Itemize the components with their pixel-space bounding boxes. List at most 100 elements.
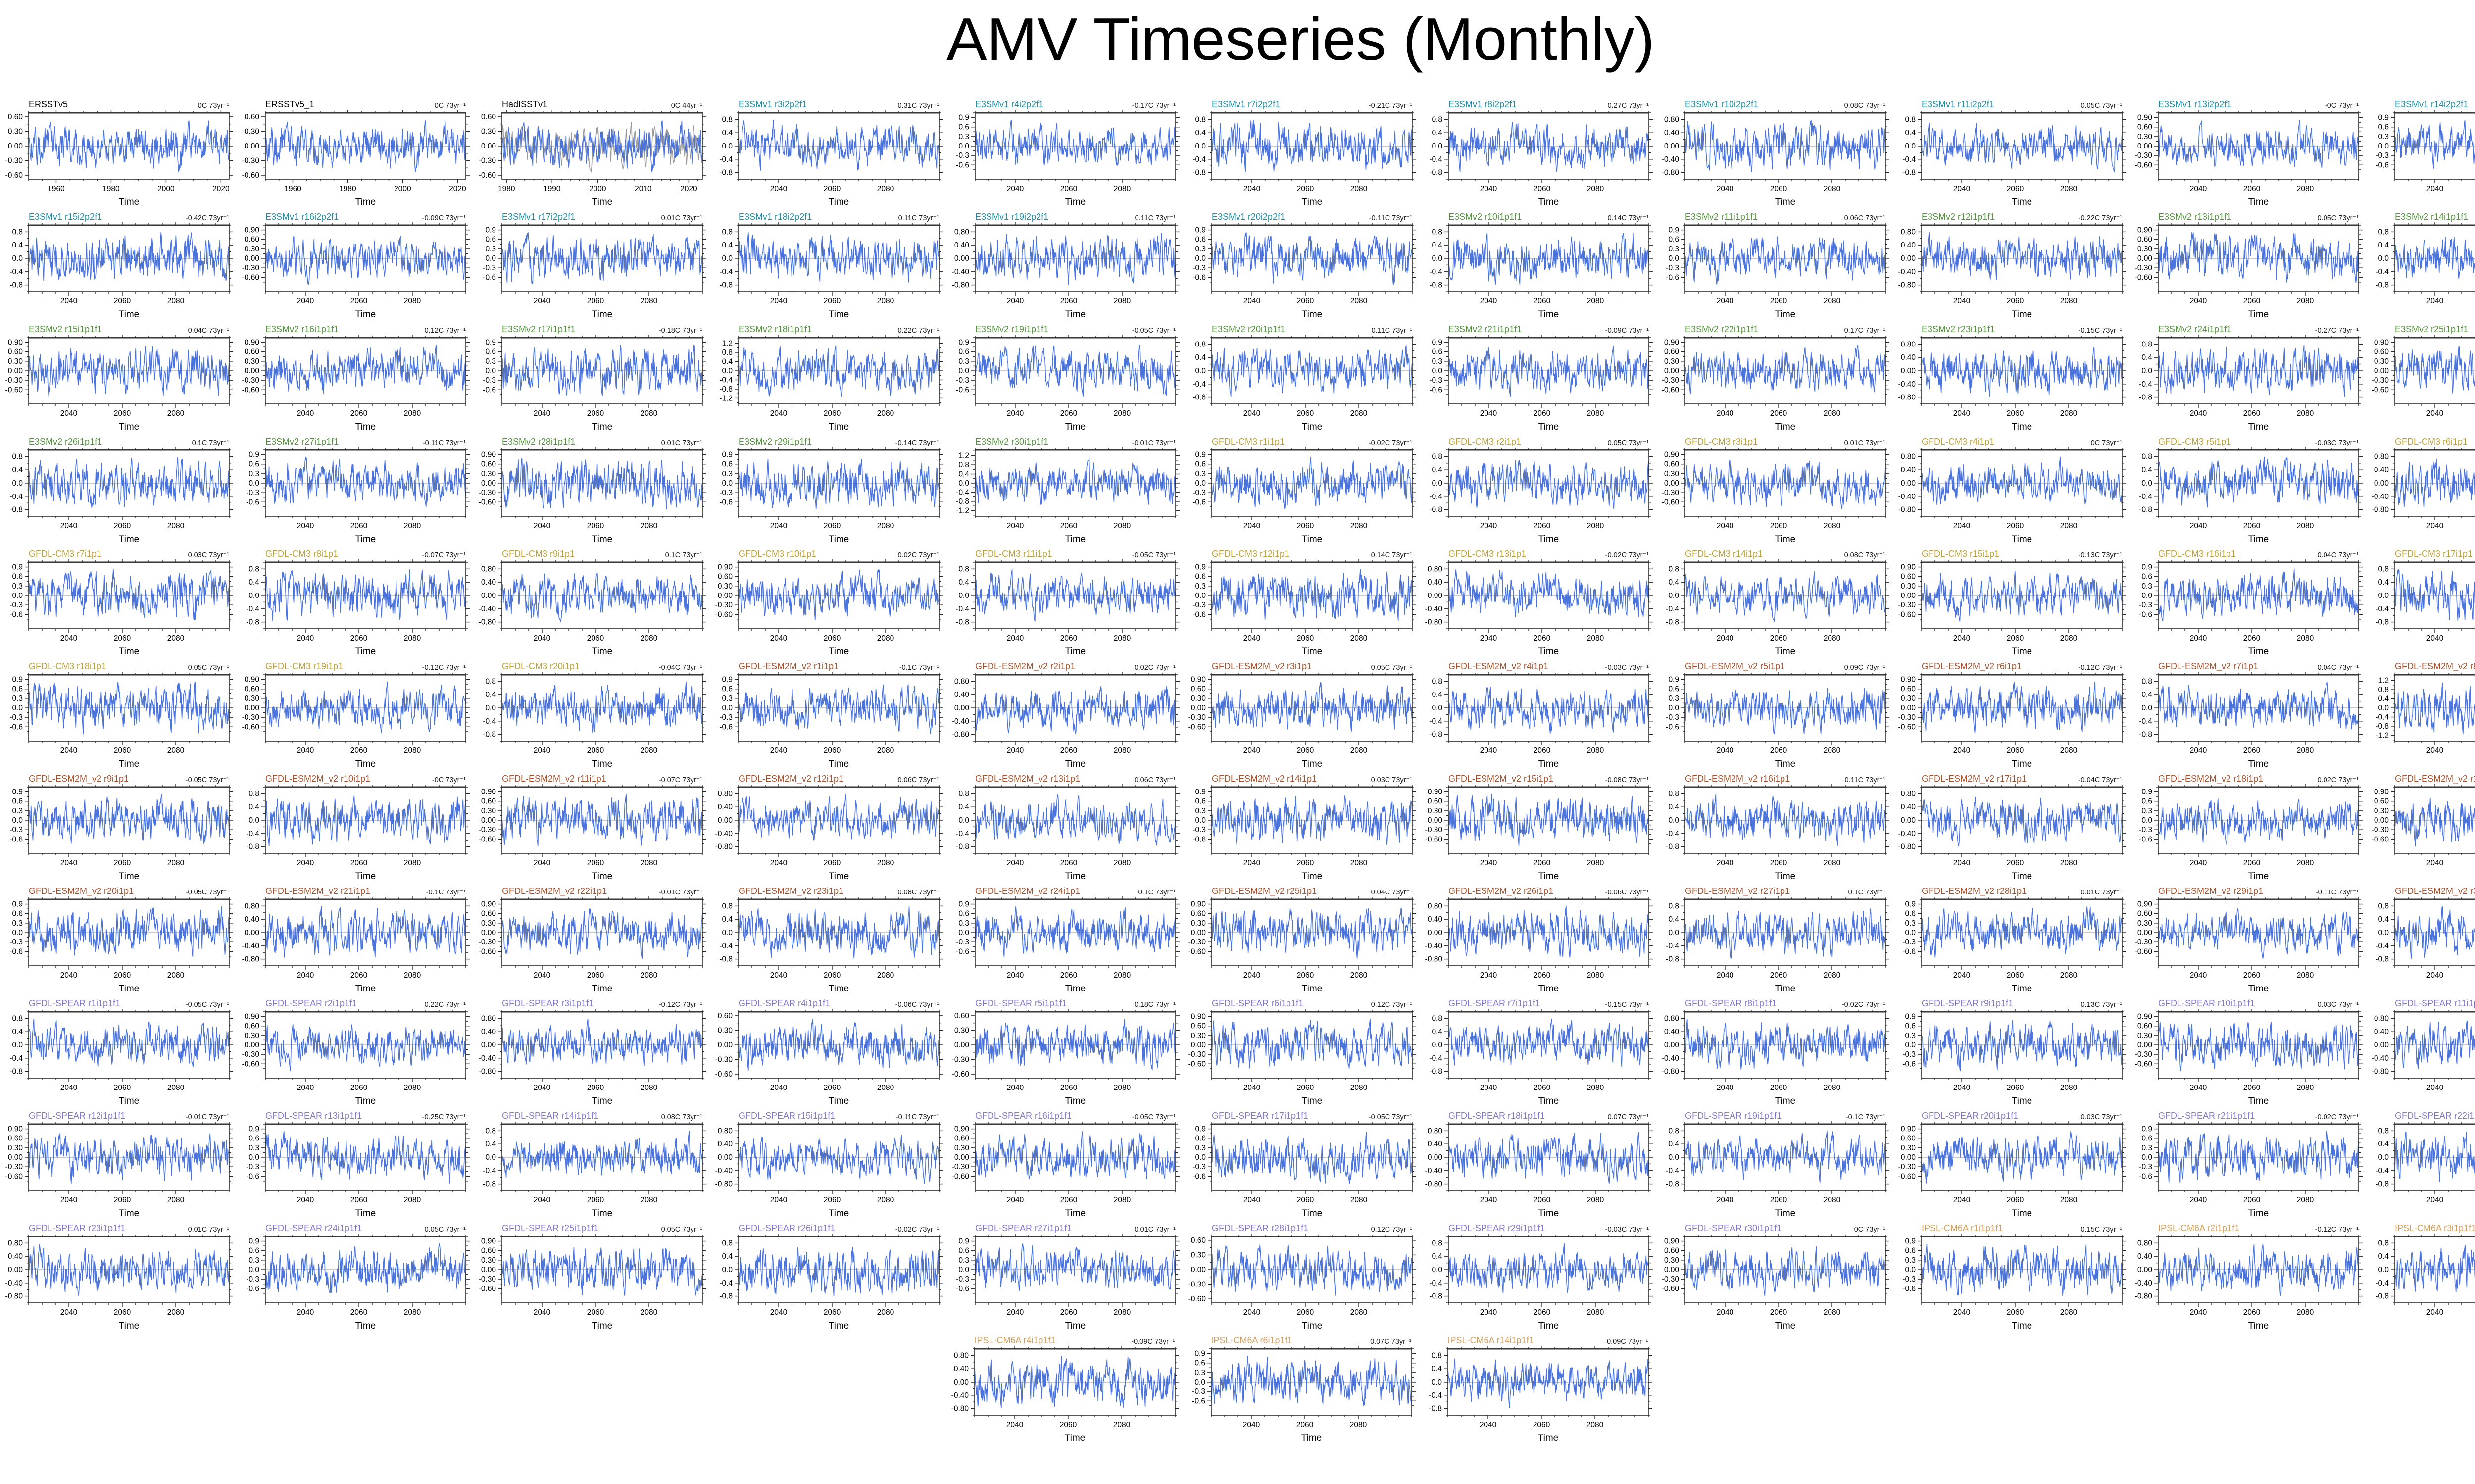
time-axis-label: Time	[2248, 871, 2269, 882]
timeseries-panel: GFDL-ESM2M_v2 r7i1p1 0.04C 73yr⁻¹ 2040 2060…	[2129, 659, 2366, 771]
trend-label: 0.03C 73yr⁻¹	[2080, 1113, 2122, 1121]
timeseries-line	[501, 120, 703, 172]
panel-header: GFDL-CM3 r6i1p10.18C 73yr⁻¹	[2366, 434, 2475, 447]
y-tick-label: 0.0	[1195, 367, 1206, 375]
panel-title: GFDL-CM3 r8i1p1	[265, 548, 339, 559]
y-tick-label: -0.8	[246, 618, 259, 626]
panel-header: E3SMv1 r10i2p2f1 0.08C 73yr⁻¹	[1656, 97, 1893, 110]
y-tick-label: 0.00	[481, 929, 496, 937]
trend-label: 0.17C 73yr⁻¹	[1844, 326, 1885, 335]
y-tick-label: 0.0	[2141, 592, 2152, 600]
time-axis-label: Time	[1775, 1208, 1796, 1219]
time-axis-label: Time	[592, 759, 613, 769]
y-tick-label: -0.8	[719, 385, 733, 394]
timeseries-panel: GFDL-CM3 r20i1p1 -0.04C 73yr⁻¹ 2040 2060 208…	[473, 659, 710, 771]
y-tick-label: -0.80	[952, 281, 970, 289]
trend-label: 0.01C 73yr⁻¹	[188, 1225, 229, 1234]
y-tick-label: -0.80	[1662, 1067, 1680, 1076]
y-tick-label: 0.00	[2137, 1266, 2153, 1274]
x-tick-label: 2040	[1953, 746, 1971, 755]
y-tick-label: 0.8	[2378, 1127, 2389, 1135]
trend-label: -0.02C 73yr⁻¹	[2315, 1113, 2359, 1121]
y-tick-label: 0.40	[2137, 1252, 2153, 1261]
panel-header: GFDL-ESM2M_v2 r3i1p1 0.05C 73yr⁻¹	[1183, 659, 1420, 672]
trend-label: -0.05C 73yr⁻¹	[185, 776, 229, 784]
panel-header: E3SMv1 r16i2p2f1 -0.09C 73yr⁻¹	[237, 209, 473, 222]
x-tick-label: 2040	[1243, 522, 1261, 530]
trend-label: -0.15C 73yr⁻¹	[2078, 326, 2122, 335]
timeseries-line	[1211, 1244, 1413, 1296]
y-tick-label: -0.3	[246, 1275, 259, 1284]
trend-label: 0.06C 73yr⁻¹	[1844, 214, 1885, 222]
y-tick-label: -0.30	[715, 1055, 733, 1064]
y-tick-label: -0.4	[1429, 1054, 1442, 1063]
timeseries-line	[975, 906, 1176, 957]
x-tick-label: 2060	[1534, 185, 1551, 193]
time-axis-label: Time	[1538, 1208, 1559, 1219]
timeseries-panel: E3SMv2 r19i1p1f1 -0.05C 73yr⁻¹ 2040 2060 208…	[946, 322, 1183, 434]
y-tick-label: 0.60	[2137, 909, 2153, 918]
panel-title: E3SMv2 r20i1p1f1	[1212, 324, 1286, 334]
y-tick-label: 0.4	[2378, 694, 2389, 703]
y-tick-label: 0.4	[1668, 1140, 1679, 1148]
x-tick-label: 2040	[1007, 522, 1024, 530]
y-tick-label: 0.00	[481, 816, 496, 825]
x-tick-label: 2040	[1953, 1084, 1971, 1092]
y-tick-label: 0.00	[718, 816, 733, 825]
y-tick-label: 0.0	[1195, 142, 1206, 150]
trend-label: 0.18C 73yr⁻¹	[1134, 1000, 1176, 1009]
timeseries-line	[1448, 345, 1649, 397]
timeseries-panel: GFDL-CM3 r1i1p1 -0.02C 73yr⁻¹ 2040 2060 2080…	[1183, 434, 1420, 546]
trend-label: -0.08C 73yr⁻¹	[1605, 776, 1649, 784]
panel-header: GFDL-SPEAR r14i1p1f1 0.08C 73yr⁻¹	[473, 1108, 710, 1121]
y-tick-label: 0.6	[1195, 1134, 1206, 1142]
x-tick-label: 2040	[1243, 859, 1261, 867]
timeseries-line	[2158, 569, 2359, 621]
timeseries-panel: HadISSTv1 0C 44yr⁻¹ 1980 1990 2000 2010 2020 0.…	[473, 97, 710, 209]
x-tick-label: 2060	[2007, 971, 2024, 980]
panel-title: GFDL-CM3 r12i1p1	[1212, 548, 1290, 559]
panel-title: E3SMv2 r12i1p1f1	[1922, 211, 1995, 222]
time-axis-label: Time	[1065, 759, 1086, 769]
timeseries-panel: IPSL-CM6A r3i1p1f1-0.04C 73yr⁻¹204020602…	[2366, 1221, 2475, 1333]
y-tick-label: 0.0	[1195, 1153, 1206, 1162]
time-axis-label: Time	[1064, 1433, 1085, 1443]
timeseries-line	[28, 456, 230, 508]
y-tick-label: 0.0	[722, 254, 733, 263]
trend-label: 0.07C 73yr⁻¹	[1370, 1337, 1412, 1346]
time-axis-label: Time	[355, 1321, 376, 1331]
x-tick-label: 2080	[167, 1084, 185, 1092]
y-tick-label: 0.0	[1431, 1378, 1442, 1386]
timeseries-panel: GFDL-CM3 r11i1p1 -0.05C 73yr⁻¹ 2040 2060 208…	[946, 546, 1183, 659]
timeseries-line	[2158, 908, 2359, 959]
x-tick-label: 2080	[1824, 1084, 1841, 1092]
y-tick-label: 0.0	[2378, 1153, 2389, 1162]
panel-title: E3SMv2 r16i1p1f1	[265, 324, 339, 334]
y-tick-label: 0.6	[1668, 235, 1679, 244]
panel-title: GFDL-CM3 r18i1p1	[29, 661, 107, 671]
y-tick-label: -0.4	[2376, 713, 2389, 721]
panel-title: GFDL-CM3 r5i1p1	[2158, 436, 2231, 446]
x-tick-label: 2060	[2007, 1308, 2024, 1317]
x-tick-label: 2040	[2426, 409, 2444, 418]
y-tick-label: 0.8	[12, 228, 23, 236]
time-axis-label: Time	[1065, 984, 1086, 994]
panel-header: E3SMv2 r28i1p1f1 0.01C 73yr⁻¹	[473, 434, 710, 447]
x-tick-label: 2040	[1243, 185, 1261, 193]
time-axis-label: Time	[2248, 197, 2269, 207]
trend-label: -0.01C 73yr⁻¹	[185, 1113, 229, 1121]
panel-title: GFDL-CM3 r17i1p1	[2395, 548, 2473, 559]
x-tick-label: 2060	[587, 1196, 604, 1204]
timeseries-panel: E3SMv2 r29i1p1f1 -0.14C 73yr⁻¹ 2040 2060 208…	[710, 434, 946, 546]
y-tick-label: 0.30	[1901, 694, 1916, 703]
timeseries-panel: GFDL-SPEAR r12i1p1f1 -0.01C 73yr⁻¹ 2040 206…	[0, 1108, 237, 1221]
y-tick-label: 0.6	[248, 460, 259, 468]
y-tick-label: -0.4	[483, 1167, 496, 1175]
timeseries-line	[2394, 797, 2475, 846]
